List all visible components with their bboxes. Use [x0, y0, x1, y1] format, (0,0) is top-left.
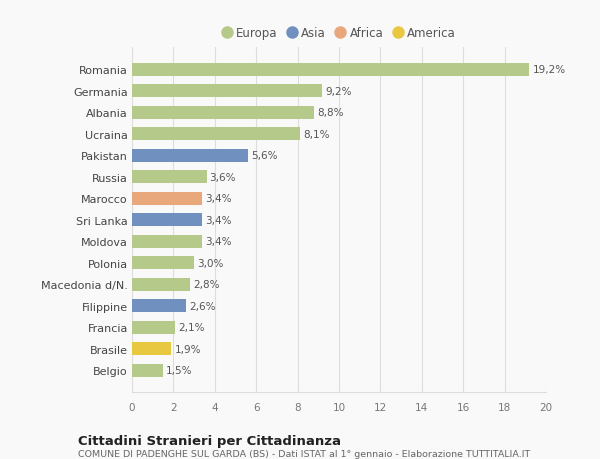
- Bar: [132, 300, 186, 313]
- Bar: [132, 171, 206, 184]
- Bar: [132, 192, 202, 205]
- Text: 19,2%: 19,2%: [533, 65, 566, 75]
- Text: COMUNE DI PADENGHE SUL GARDA (BS) - Dati ISTAT al 1° gennaio - Elaborazione TUTT: COMUNE DI PADENGHE SUL GARDA (BS) - Dati…: [78, 449, 530, 458]
- Bar: [132, 321, 175, 334]
- Bar: [132, 128, 299, 141]
- Text: 3,4%: 3,4%: [205, 194, 232, 204]
- Bar: [132, 106, 314, 120]
- Bar: [132, 364, 163, 377]
- Text: 5,6%: 5,6%: [251, 151, 278, 161]
- Bar: [132, 150, 248, 162]
- Text: Cittadini Stranieri per Cittadinanza: Cittadini Stranieri per Cittadinanza: [78, 434, 341, 447]
- Text: 2,1%: 2,1%: [179, 323, 205, 332]
- Text: 3,4%: 3,4%: [205, 215, 232, 225]
- Bar: [132, 85, 322, 98]
- Bar: [132, 214, 202, 227]
- Text: 3,4%: 3,4%: [205, 237, 232, 247]
- Text: 2,6%: 2,6%: [189, 301, 215, 311]
- Text: 3,6%: 3,6%: [209, 173, 236, 182]
- Bar: [132, 257, 194, 269]
- Bar: [132, 235, 202, 248]
- Text: 8,1%: 8,1%: [303, 129, 329, 140]
- Text: 1,9%: 1,9%: [175, 344, 201, 354]
- Text: 8,8%: 8,8%: [317, 108, 344, 118]
- Text: 9,2%: 9,2%: [326, 87, 352, 97]
- Text: 1,5%: 1,5%: [166, 365, 193, 375]
- Bar: [132, 278, 190, 291]
- Bar: [132, 64, 529, 77]
- Text: 3,0%: 3,0%: [197, 258, 224, 268]
- Bar: [132, 342, 172, 355]
- Text: 2,8%: 2,8%: [193, 280, 220, 290]
- Legend: Europa, Asia, Africa, America: Europa, Asia, Africa, America: [220, 25, 458, 43]
